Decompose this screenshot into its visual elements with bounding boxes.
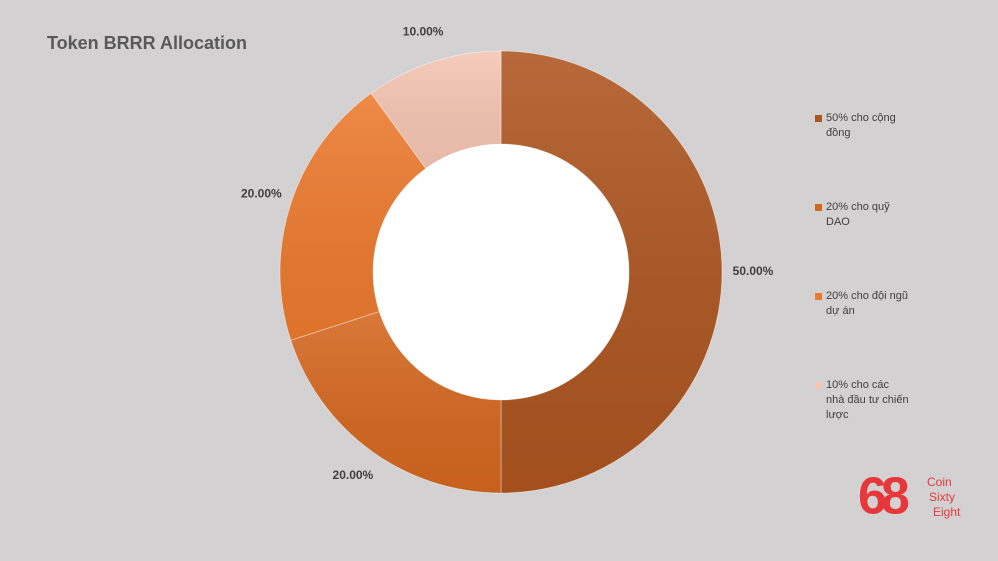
legend-swatch <box>815 115 822 122</box>
legend-label: 20% cho quỹ DAO <box>826 201 890 228</box>
donut-hole <box>373 144 629 400</box>
chart-title: Token BRRR Allocation <box>47 33 247 53</box>
logo-text: Sixty <box>929 490 955 504</box>
legend-swatch <box>815 382 822 389</box>
logo-text: Eight <box>933 505 961 519</box>
data-label: 20.00% <box>241 186 282 200</box>
data-label: 50.00% <box>733 264 774 278</box>
legend-label: 20% cho đội ngũ dự án <box>826 290 908 317</box>
logo-mark: 68 <box>858 468 909 526</box>
legend-swatch <box>815 293 822 300</box>
legend-swatch <box>815 204 822 211</box>
data-label: 20.00% <box>333 468 374 482</box>
legend-label: 50% cho cộng đồng <box>826 112 896 139</box>
logo: 68 Coin Sixty Eight <box>858 468 961 526</box>
data-label: 10.00% <box>403 25 444 39</box>
legend-label: 10% cho các nhà đầu tư chiến lược <box>826 379 909 421</box>
logo-text: Coin <box>927 475 952 489</box>
